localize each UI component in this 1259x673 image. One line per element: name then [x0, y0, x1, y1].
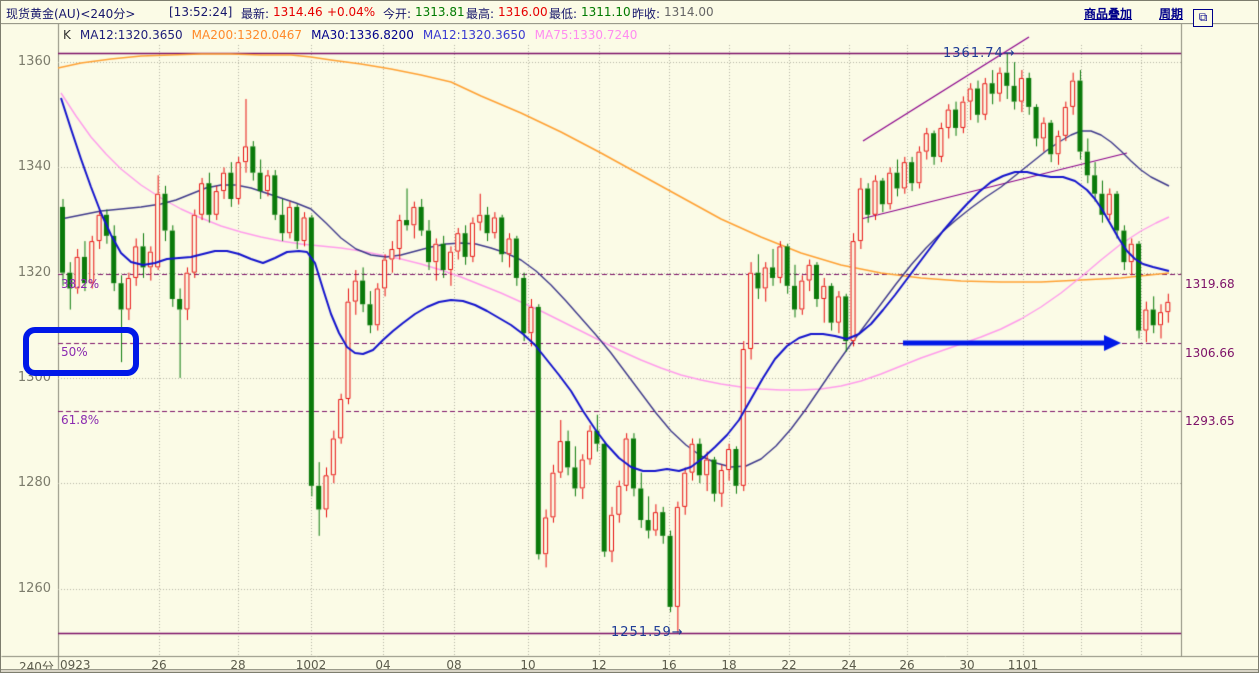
last-label: 最新:	[241, 7, 270, 21]
quote-time: [13:52:24]	[169, 5, 233, 19]
high-price: 1316.00	[498, 5, 548, 19]
open-label: 今开:	[383, 7, 412, 21]
x-axis-tick: 18	[721, 658, 737, 672]
x-axis-tick: 26	[151, 658, 167, 672]
low-price: 1311.10	[581, 5, 631, 19]
fib-price-label: 1306.66	[1185, 346, 1235, 360]
ma-legend-item: MA30:1336.8200	[311, 28, 414, 42]
x-axis-tick: 28	[230, 658, 246, 672]
x-axis-tick: 24	[841, 658, 857, 672]
window-bottom-edge	[1, 669, 1258, 672]
x-axis-tick: 1002	[295, 658, 327, 672]
ma-legend-item: MA75:1330.7240	[534, 28, 638, 42]
change-percent: +0.04%	[327, 5, 376, 19]
low-annotation: 1251.59→	[611, 625, 684, 640]
y-axis-tick: 1280	[17, 475, 51, 490]
low-label: 最低:	[549, 7, 578, 21]
prev-close-price: 1314.00	[664, 5, 714, 19]
ma-legend-item: MA12:1320.3650	[79, 28, 183, 42]
overlay-link[interactable]: 商品叠加	[1084, 7, 1133, 21]
last-price: 1314.46	[273, 5, 323, 19]
open-price: 1313.81	[415, 5, 465, 19]
x-axis-tick: 0923	[60, 658, 91, 672]
prev-close-label: 昨收:	[632, 7, 661, 21]
highlight-rectangle	[23, 327, 139, 376]
fib-price-label: 1319.68	[1185, 277, 1235, 291]
x-axis-tick: 30	[959, 658, 975, 672]
kline-indicator-label: K	[63, 28, 71, 42]
x-axis-tick: 04	[375, 658, 391, 672]
high-label: 最高:	[466, 7, 495, 21]
y-axis-tick: 1260	[17, 581, 51, 596]
fib-percent-label: 50%	[61, 345, 88, 359]
fib-percent-label: 38.2%	[61, 277, 100, 291]
ma-legend: K MA12:1320.3650 MA200:1320.0467 MA30:1336.…	[63, 28, 646, 42]
x-axis-tick: 10	[520, 658, 536, 672]
x-axis-tick: 1101	[1007, 658, 1039, 672]
y-axis-tick: 1340	[17, 159, 51, 174]
symbol-title: 现货黄金(AU)<240分>	[6, 7, 136, 21]
high-annotation: 1361.74→	[943, 46, 1016, 61]
ma-legend-item: MA200:1320.0467	[191, 28, 303, 42]
y-axis-tick: 1320	[17, 265, 51, 280]
fib-price-label: 1293.65	[1185, 414, 1235, 428]
period-link[interactable]: 周期	[1159, 7, 1184, 21]
fib-percent-label: 61.8%	[61, 413, 100, 427]
x-axis-tick: 22	[781, 658, 797, 672]
x-axis-tick: 12	[591, 658, 607, 672]
quote-bar: 现货黄金(AU)<240分> [13:52:24] 最新: 1314.46 +0…	[1, 1, 1258, 27]
ma-legend-item: MA12:1320.3650	[422, 28, 526, 42]
x-axis-tick: 26	[899, 658, 915, 672]
y-axis-tick: 1360	[17, 54, 51, 69]
cascade-window-button[interactable]: ⧉	[1193, 9, 1213, 27]
x-axis-tick: 08	[446, 658, 462, 672]
x-axis-tick: 16	[661, 658, 677, 672]
